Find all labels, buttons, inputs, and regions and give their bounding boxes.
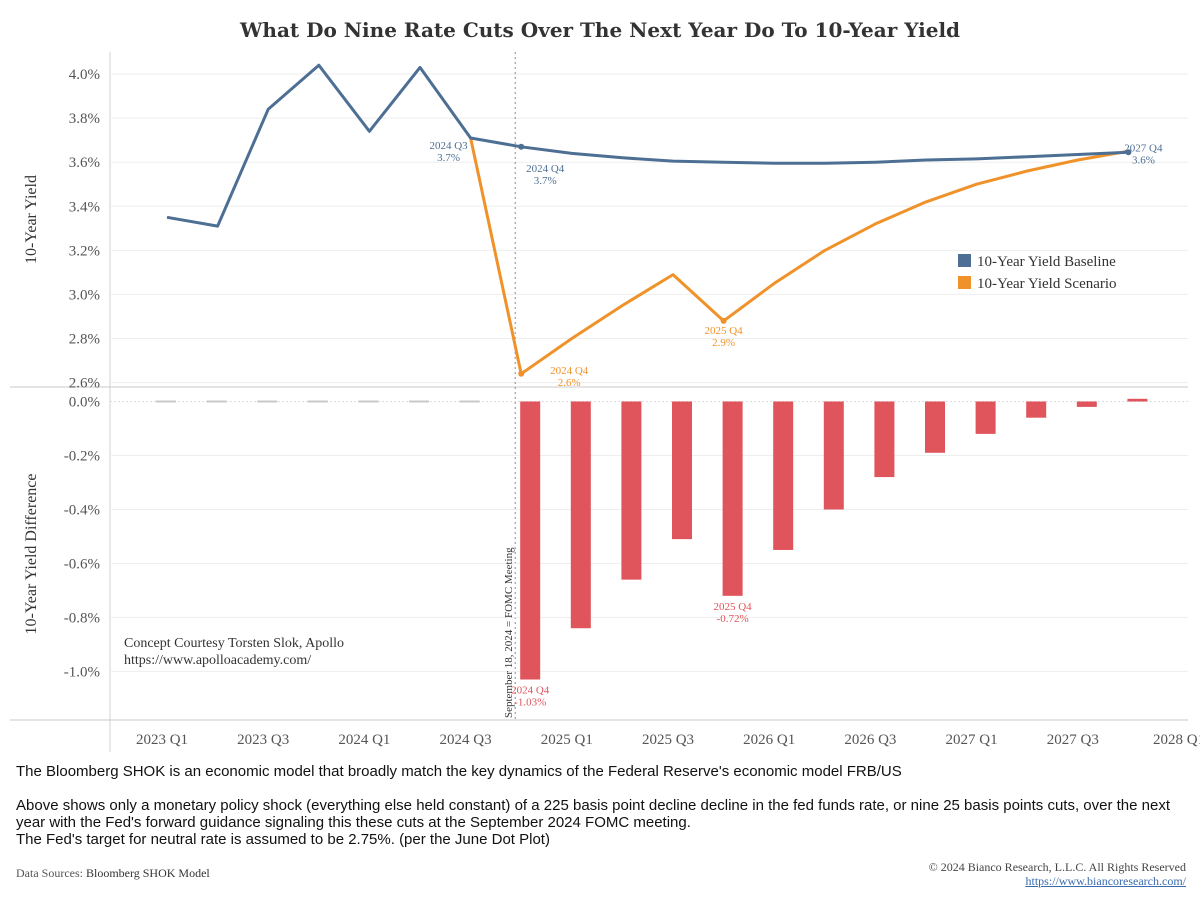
x-tick-label: 2026 Q1: [743, 732, 795, 748]
legend-swatch-scenario: [958, 276, 971, 289]
y-tick-label: -0.4%: [64, 502, 100, 518]
data-label: 2024 Q4: [526, 163, 565, 175]
y-tick-label: 3.6%: [69, 155, 100, 171]
y-axis-title: 10-Year Yield Difference: [23, 474, 40, 635]
data-label: 2024 Q4: [550, 365, 589, 377]
y-tick-label: -0.2%: [64, 448, 100, 464]
difference-bar: [206, 400, 227, 403]
difference-panel: 0.0% -0.2% -0.4% -0.6% -0.8% -1.0% 10-Year Yie…: [10, 394, 1188, 721]
y-tick-label: 3.8%: [69, 111, 100, 127]
copyright-block: © 2024 Bianco Research, L.L.C. All Right…: [929, 860, 1186, 888]
data-point: [720, 317, 727, 324]
difference-bar: [257, 400, 278, 403]
website-link[interactable]: https://www.biancoresearch.com/: [1025, 874, 1186, 888]
note-line-3: The Fed's target for neutral rate is ass…: [16, 831, 550, 848]
bar-data-label: 2025 Q4: [713, 601, 752, 613]
data-label: 2027 Q4: [1124, 142, 1163, 154]
difference-bar: [621, 401, 642, 580]
difference-bar: [773, 401, 794, 550]
chart: What Do Nine Rate Cuts Over The Next Yea…: [10, 18, 1200, 752]
y-tick-label: 3.0%: [69, 287, 100, 303]
data-point: [1125, 149, 1132, 156]
legend-label-baseline: 10-Year Yield Baseline: [977, 254, 1116, 270]
x-tick-label: 2028 Q1: [1153, 732, 1200, 748]
difference-bar: [823, 401, 844, 510]
note-paragraph: Above shows only a monetary policy shock…: [16, 797, 1186, 848]
x-tick-label: 2027 Q1: [946, 732, 998, 748]
difference-bar: [156, 400, 176, 403]
yield-panel: 4.0% 3.8% 3.6% 3.4% 3.2% 3.0% 2.8% 2.6% 10-Year …: [10, 52, 1188, 752]
difference-bar: [520, 401, 541, 680]
difference-bar: [1026, 401, 1047, 418]
data-sources-value: Bloomberg SHOK Model: [85, 866, 210, 880]
y-tick-label: 3.2%: [69, 243, 100, 259]
bar-data-label: 2024 Q4: [511, 685, 550, 697]
difference-bar: [874, 401, 895, 478]
note-line-1: The Bloomberg SHOK is an economic model …: [16, 763, 902, 780]
difference-bar: [1127, 398, 1148, 402]
copyright-text: © 2024 Bianco Research, L.L.C. All Right…: [928, 860, 1186, 874]
difference-bar: [975, 401, 996, 434]
legend-swatch-baseline: [958, 254, 971, 267]
data-point: [518, 370, 525, 377]
x-tick-label: 2026 Q3: [844, 732, 896, 748]
y-tick-label: 3.4%: [69, 199, 100, 215]
data-label: 2025 Q4: [704, 325, 743, 337]
scenario-line: [469, 137, 1129, 376]
x-tick-label: 2023 Q3: [237, 732, 289, 748]
x-tick-label: 2025 Q1: [541, 732, 593, 748]
y-tick-label: 4.0%: [69, 67, 100, 83]
y-tick-label: -0.8%: [64, 610, 100, 626]
difference-bar: [358, 400, 379, 403]
difference-bar: [307, 400, 328, 403]
difference-bar: [459, 400, 480, 403]
difference-bar: [570, 401, 591, 629]
difference-bar: [672, 401, 692, 540]
data-sources-label: Data Sources:: [16, 866, 83, 880]
data-sources: Data Sources: Bloomberg SHOK Model: [16, 866, 210, 881]
data-point: [518, 143, 525, 150]
x-tick-label: 2025 Q3: [642, 732, 694, 748]
chart-title: What Do Nine Rate Cuts Over The Next Yea…: [239, 18, 960, 42]
x-tick-label: 2027 Q3: [1047, 732, 1099, 748]
difference-bar: [1076, 401, 1097, 407]
x-tick-label: 2024 Q1: [338, 732, 390, 748]
legend-label-scenario: 10-Year Yield Scenario: [977, 276, 1117, 292]
x-axis: 2023 Q1 2023 Q3 2024 Q1 2024 Q3 2025 Q1 2025 …: [136, 732, 1200, 748]
data-label: 2.9%: [712, 337, 735, 349]
y-tick-label: 2.6%: [69, 376, 100, 392]
y-tick-label: -0.6%: [64, 556, 100, 572]
x-tick-label: 2023 Q1: [136, 732, 188, 748]
bar-data-label: -1.03%: [514, 697, 546, 709]
data-label: 3.7%: [437, 152, 460, 164]
credit-line: Concept Courtesy Torsten Slok, Apollo: [124, 636, 344, 651]
fomc-label: September 18, 2024 = FOMC Meeting: [503, 547, 515, 718]
difference-bar: [925, 401, 945, 453]
difference-bar: [722, 401, 743, 596]
y-tick-label: 2.8%: [69, 332, 100, 348]
difference-bar: [409, 400, 429, 403]
note-line-2: Above shows only a monetary policy shock…: [16, 797, 1171, 831]
data-label: 3.6%: [1132, 154, 1155, 166]
x-tick-label: 2024 Q3: [440, 732, 492, 748]
bar-data-label: -0.72%: [717, 613, 749, 625]
y-axis-title: 10-Year Yield: [23, 175, 40, 264]
y-tick-label: 0.0%: [69, 394, 100, 410]
y-tick-label: -1.0%: [64, 664, 100, 680]
data-label: 2024 Q3: [429, 140, 468, 152]
credit-line: https://www.apolloacademy.com/: [124, 653, 311, 668]
baseline-line: [166, 63, 1129, 228]
data-label: 3.7%: [534, 175, 557, 187]
legend: 10-Year Yield Baseline 10-Year Yield Scen…: [958, 254, 1117, 292]
data-label: 2.6%: [558, 377, 581, 389]
